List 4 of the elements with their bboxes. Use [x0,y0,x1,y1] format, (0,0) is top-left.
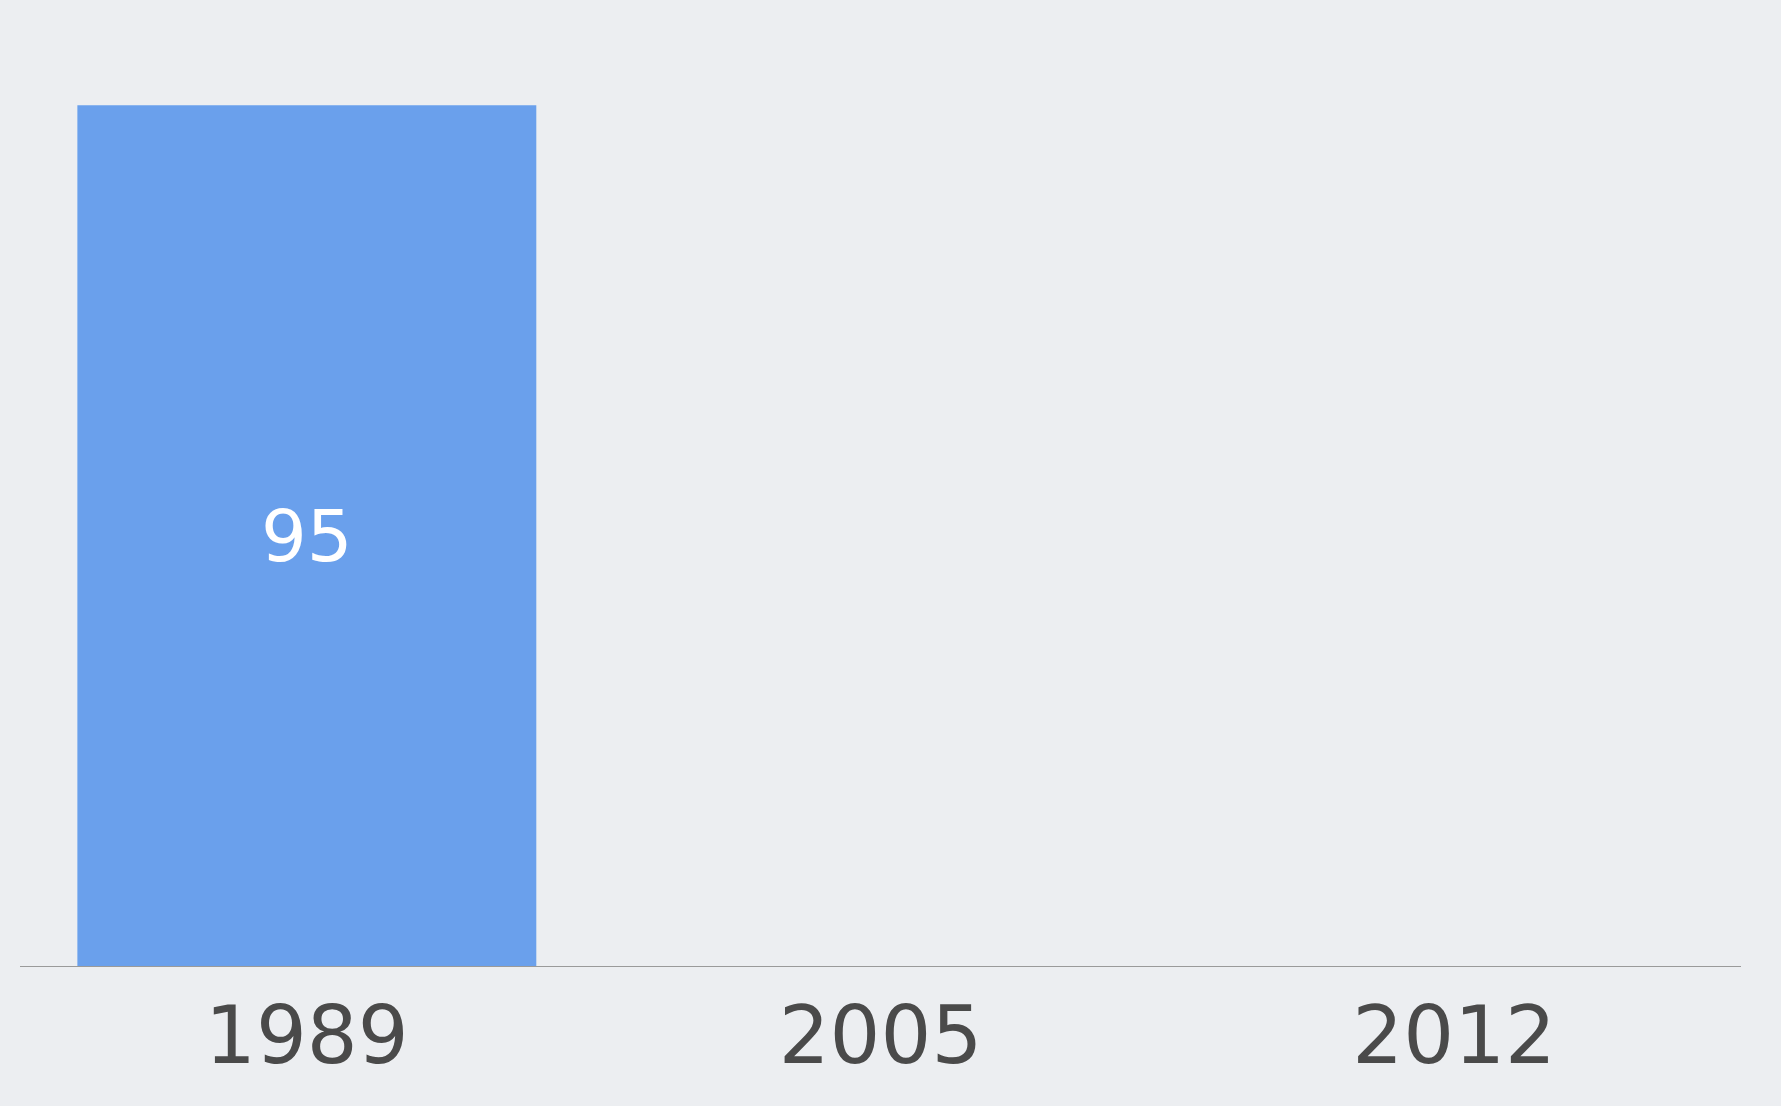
x-tick-label: 2012 [1352,989,1556,1082]
x-tick-label: 1989 [205,989,409,1082]
x-tick-label: 2005 [778,989,983,1082]
data-label: 95 [261,493,353,578]
